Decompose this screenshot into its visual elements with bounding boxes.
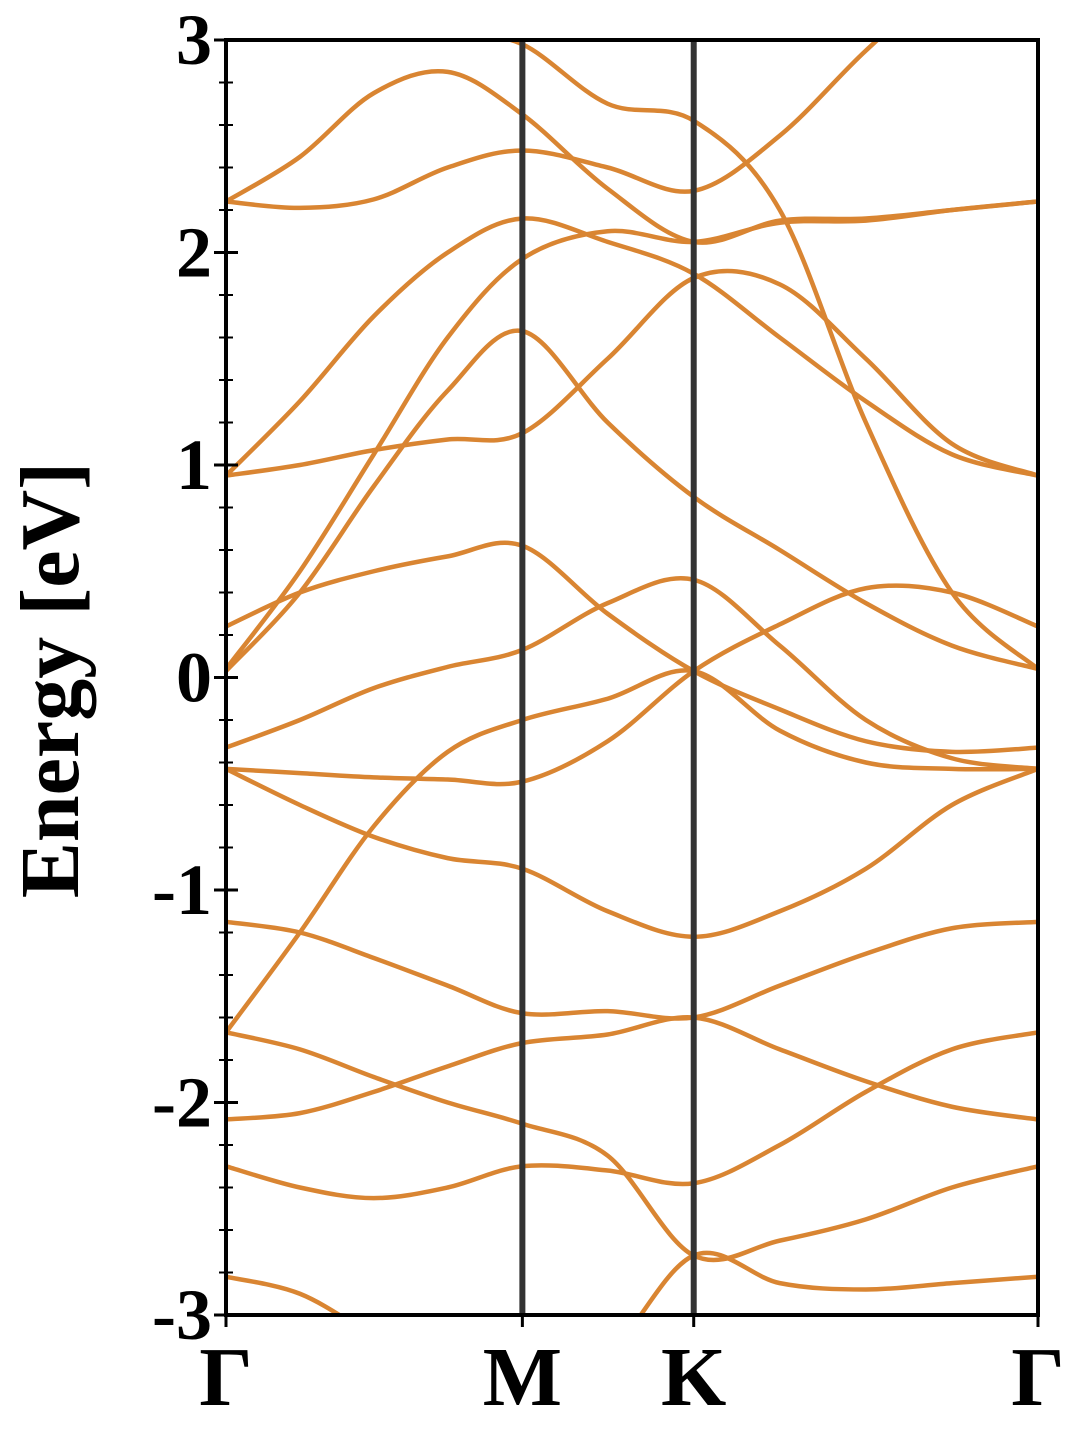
band (226, 1015, 1038, 1122)
band (226, 1250, 1038, 1315)
band (226, 576, 1038, 772)
band (502, 40, 1038, 671)
x-tick-label: K (661, 1331, 726, 1424)
x-tick-label: Γ (199, 1331, 252, 1424)
band (226, 328, 1038, 673)
band (226, 68, 1038, 245)
y-axis-label: Energy [eV] (4, 462, 97, 898)
y-tick-label: 2 (176, 213, 212, 293)
y-tick-label: 0 (176, 638, 212, 718)
plot-frame (224, 38, 1040, 1317)
band (226, 268, 1038, 478)
y-tick-label: -1 (152, 850, 212, 930)
x-tick-label: Γ (1011, 1331, 1064, 1424)
y-tick-label: -2 (152, 1063, 212, 1143)
y-tick-label: 3 (176, 0, 212, 80)
band (226, 583, 1038, 787)
y-tick-label: 1 (176, 425, 212, 505)
band (226, 216, 1038, 478)
band (226, 40, 881, 211)
band (226, 919, 1038, 1021)
band (226, 540, 1038, 755)
bands (226, 40, 1038, 1315)
band (226, 668, 1038, 1034)
x-tick-label: M (483, 1331, 562, 1424)
band (226, 1030, 1038, 1263)
y-tick-label: -3 (152, 1275, 212, 1355)
band (226, 766, 1038, 940)
band (226, 1030, 1038, 1201)
